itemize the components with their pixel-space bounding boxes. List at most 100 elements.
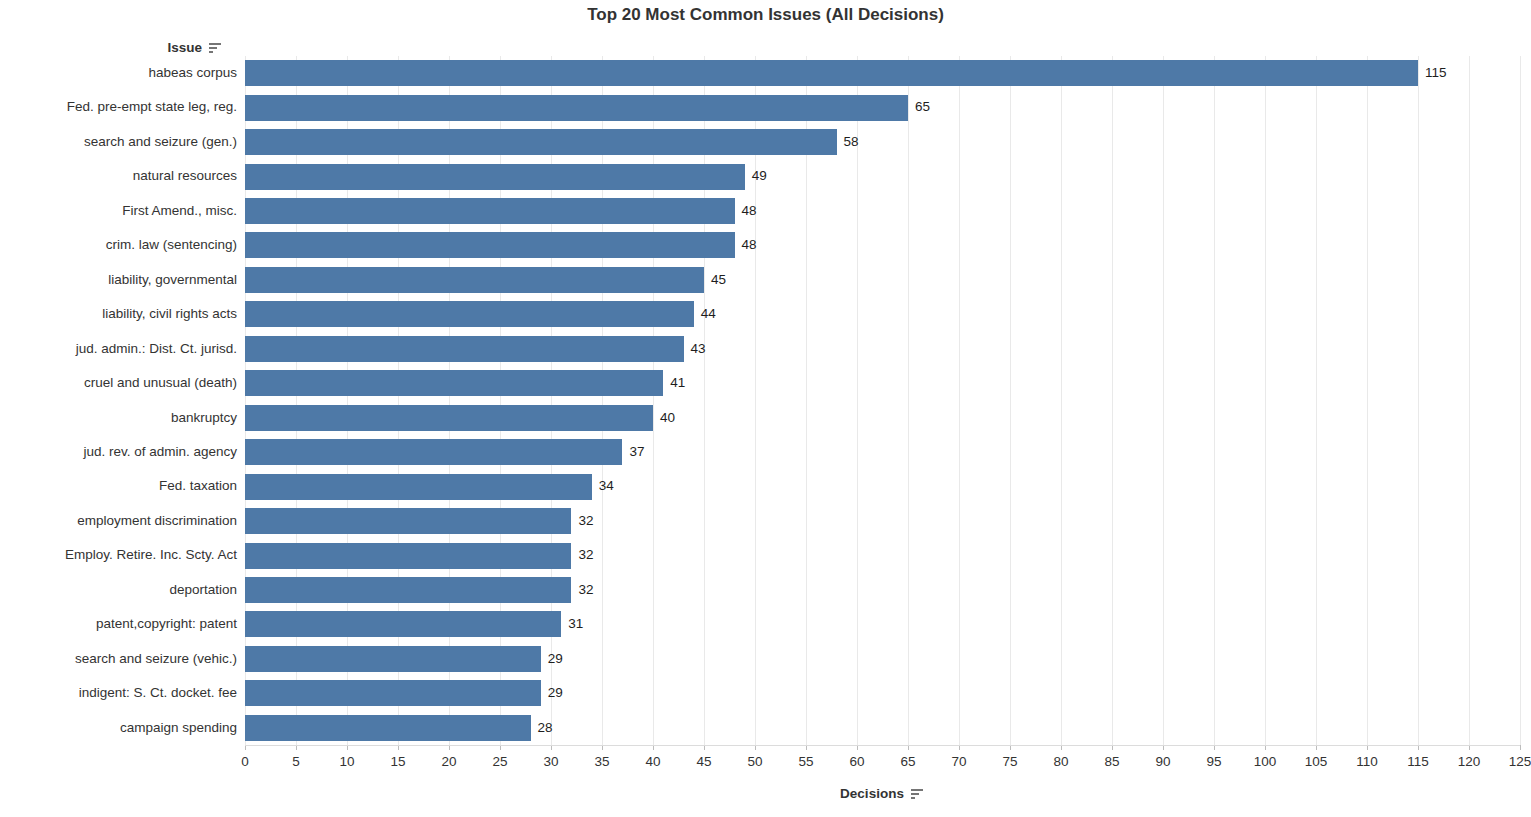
category-label[interactable]: Fed. pre-empt state leg, reg.	[0, 90, 237, 124]
value-label: 32	[578, 538, 593, 572]
category-label[interactable]: First Amend., misc.	[0, 194, 237, 228]
bar[interactable]	[245, 405, 653, 431]
category-label[interactable]: liability, civil rights acts	[0, 297, 237, 331]
gridline	[1010, 56, 1011, 745]
category-label[interactable]: jud. rev. of admin. agency	[0, 435, 237, 469]
y-axis-header: Issue	[0, 38, 222, 56]
x-tick-label: 35	[580, 754, 624, 769]
gridline	[1469, 56, 1470, 745]
x-tick-label: 95	[1192, 754, 1236, 769]
x-tick-label: 90	[1141, 754, 1185, 769]
value-label: 65	[915, 90, 930, 124]
x-axis-title: Decisions	[772, 784, 992, 802]
bar[interactable]	[245, 474, 592, 500]
x-tick-label: 75	[988, 754, 1032, 769]
category-label[interactable]: liability, governmental	[0, 263, 237, 297]
bar[interactable]	[245, 611, 561, 637]
x-axis-line	[245, 745, 1520, 746]
gridline	[806, 56, 807, 745]
x-tick-label: 70	[937, 754, 981, 769]
x-tick-label: 20	[427, 754, 471, 769]
bar[interactable]	[245, 267, 704, 293]
x-tick-label: 125	[1498, 754, 1531, 769]
gridline	[1214, 56, 1215, 745]
x-tick-label: 115	[1396, 754, 1440, 769]
bar[interactable]	[245, 577, 571, 603]
category-label[interactable]: patent,copyright: patent	[0, 607, 237, 641]
gridline	[704, 56, 705, 745]
value-label: 32	[578, 573, 593, 607]
bar[interactable]	[245, 680, 541, 706]
axis-tick	[1520, 745, 1521, 750]
x-tick-label: 40	[631, 754, 675, 769]
value-label: 48	[742, 194, 757, 228]
x-tick-label: 60	[835, 754, 879, 769]
category-label[interactable]: crim. law (sentencing)	[0, 228, 237, 262]
gridline	[1163, 56, 1164, 745]
bar[interactable]	[245, 370, 663, 396]
gridline	[449, 56, 450, 745]
bar[interactable]	[245, 543, 571, 569]
gridline	[245, 56, 246, 745]
category-label[interactable]: employment discrimination	[0, 504, 237, 538]
bar[interactable]	[245, 439, 622, 465]
value-label: 41	[670, 366, 685, 400]
bar[interactable]	[245, 715, 531, 741]
x-tick-label: 0	[223, 754, 267, 769]
bar[interactable]	[245, 60, 1418, 86]
value-label: 58	[844, 125, 859, 159]
bar[interactable]	[245, 301, 694, 327]
category-label[interactable]: indigent: S. Ct. docket. fee	[0, 676, 237, 710]
x-tick-label: 65	[886, 754, 930, 769]
value-label: 49	[752, 159, 767, 193]
gridline	[1061, 56, 1062, 745]
sort-descending-icon[interactable]	[209, 42, 222, 53]
category-label[interactable]: deportation	[0, 573, 237, 607]
bar[interactable]	[245, 336, 684, 362]
bar[interactable]	[245, 164, 745, 190]
category-label[interactable]: bankruptcy	[0, 401, 237, 435]
gridline	[398, 56, 399, 745]
bar[interactable]	[245, 232, 735, 258]
category-label[interactable]: jud. admin.: Dist. Ct. jurisd.	[0, 332, 237, 366]
category-label[interactable]: cruel and unusual (death)	[0, 366, 237, 400]
category-label[interactable]: habeas corpus	[0, 56, 237, 90]
category-label[interactable]: Fed. taxation	[0, 469, 237, 503]
y-axis-header-label: Issue	[167, 40, 202, 55]
gridline	[959, 56, 960, 745]
bar[interactable]	[245, 646, 541, 672]
x-tick-label: 110	[1345, 754, 1389, 769]
gridline	[857, 56, 858, 745]
category-label[interactable]: search and seizure (gen.)	[0, 125, 237, 159]
value-label: 48	[742, 228, 757, 262]
bar[interactable]	[245, 95, 908, 121]
bar[interactable]	[245, 198, 735, 224]
x-tick-label: 85	[1090, 754, 1134, 769]
category-label[interactable]: search and seizure (vehic.)	[0, 642, 237, 676]
x-tick-label: 100	[1243, 754, 1287, 769]
value-label: 29	[548, 642, 563, 676]
value-label: 34	[599, 469, 614, 503]
category-label[interactable]: Employ. Retire. Inc. Scty. Act	[0, 538, 237, 572]
gridline	[1316, 56, 1317, 745]
bar[interactable]	[245, 508, 571, 534]
category-label[interactable]: natural resources	[0, 159, 237, 193]
value-label: 40	[660, 401, 675, 435]
gridline	[908, 56, 909, 745]
gridline	[1520, 56, 1521, 745]
gridline	[296, 56, 297, 745]
x-tick-label: 30	[529, 754, 573, 769]
gridline	[1367, 56, 1368, 745]
bar[interactable]	[245, 129, 837, 155]
value-label: 45	[711, 263, 726, 297]
gridline	[602, 56, 603, 745]
value-label: 115	[1425, 56, 1447, 90]
x-tick-label: 55	[784, 754, 828, 769]
gridline	[1265, 56, 1266, 745]
gridline	[347, 56, 348, 745]
value-label: 32	[578, 504, 593, 538]
gridline	[653, 56, 654, 745]
category-label[interactable]: campaign spending	[0, 711, 237, 745]
sort-descending-icon[interactable]	[911, 788, 924, 799]
chart-title: Top 20 Most Common Issues (All Decisions…	[0, 5, 1531, 25]
